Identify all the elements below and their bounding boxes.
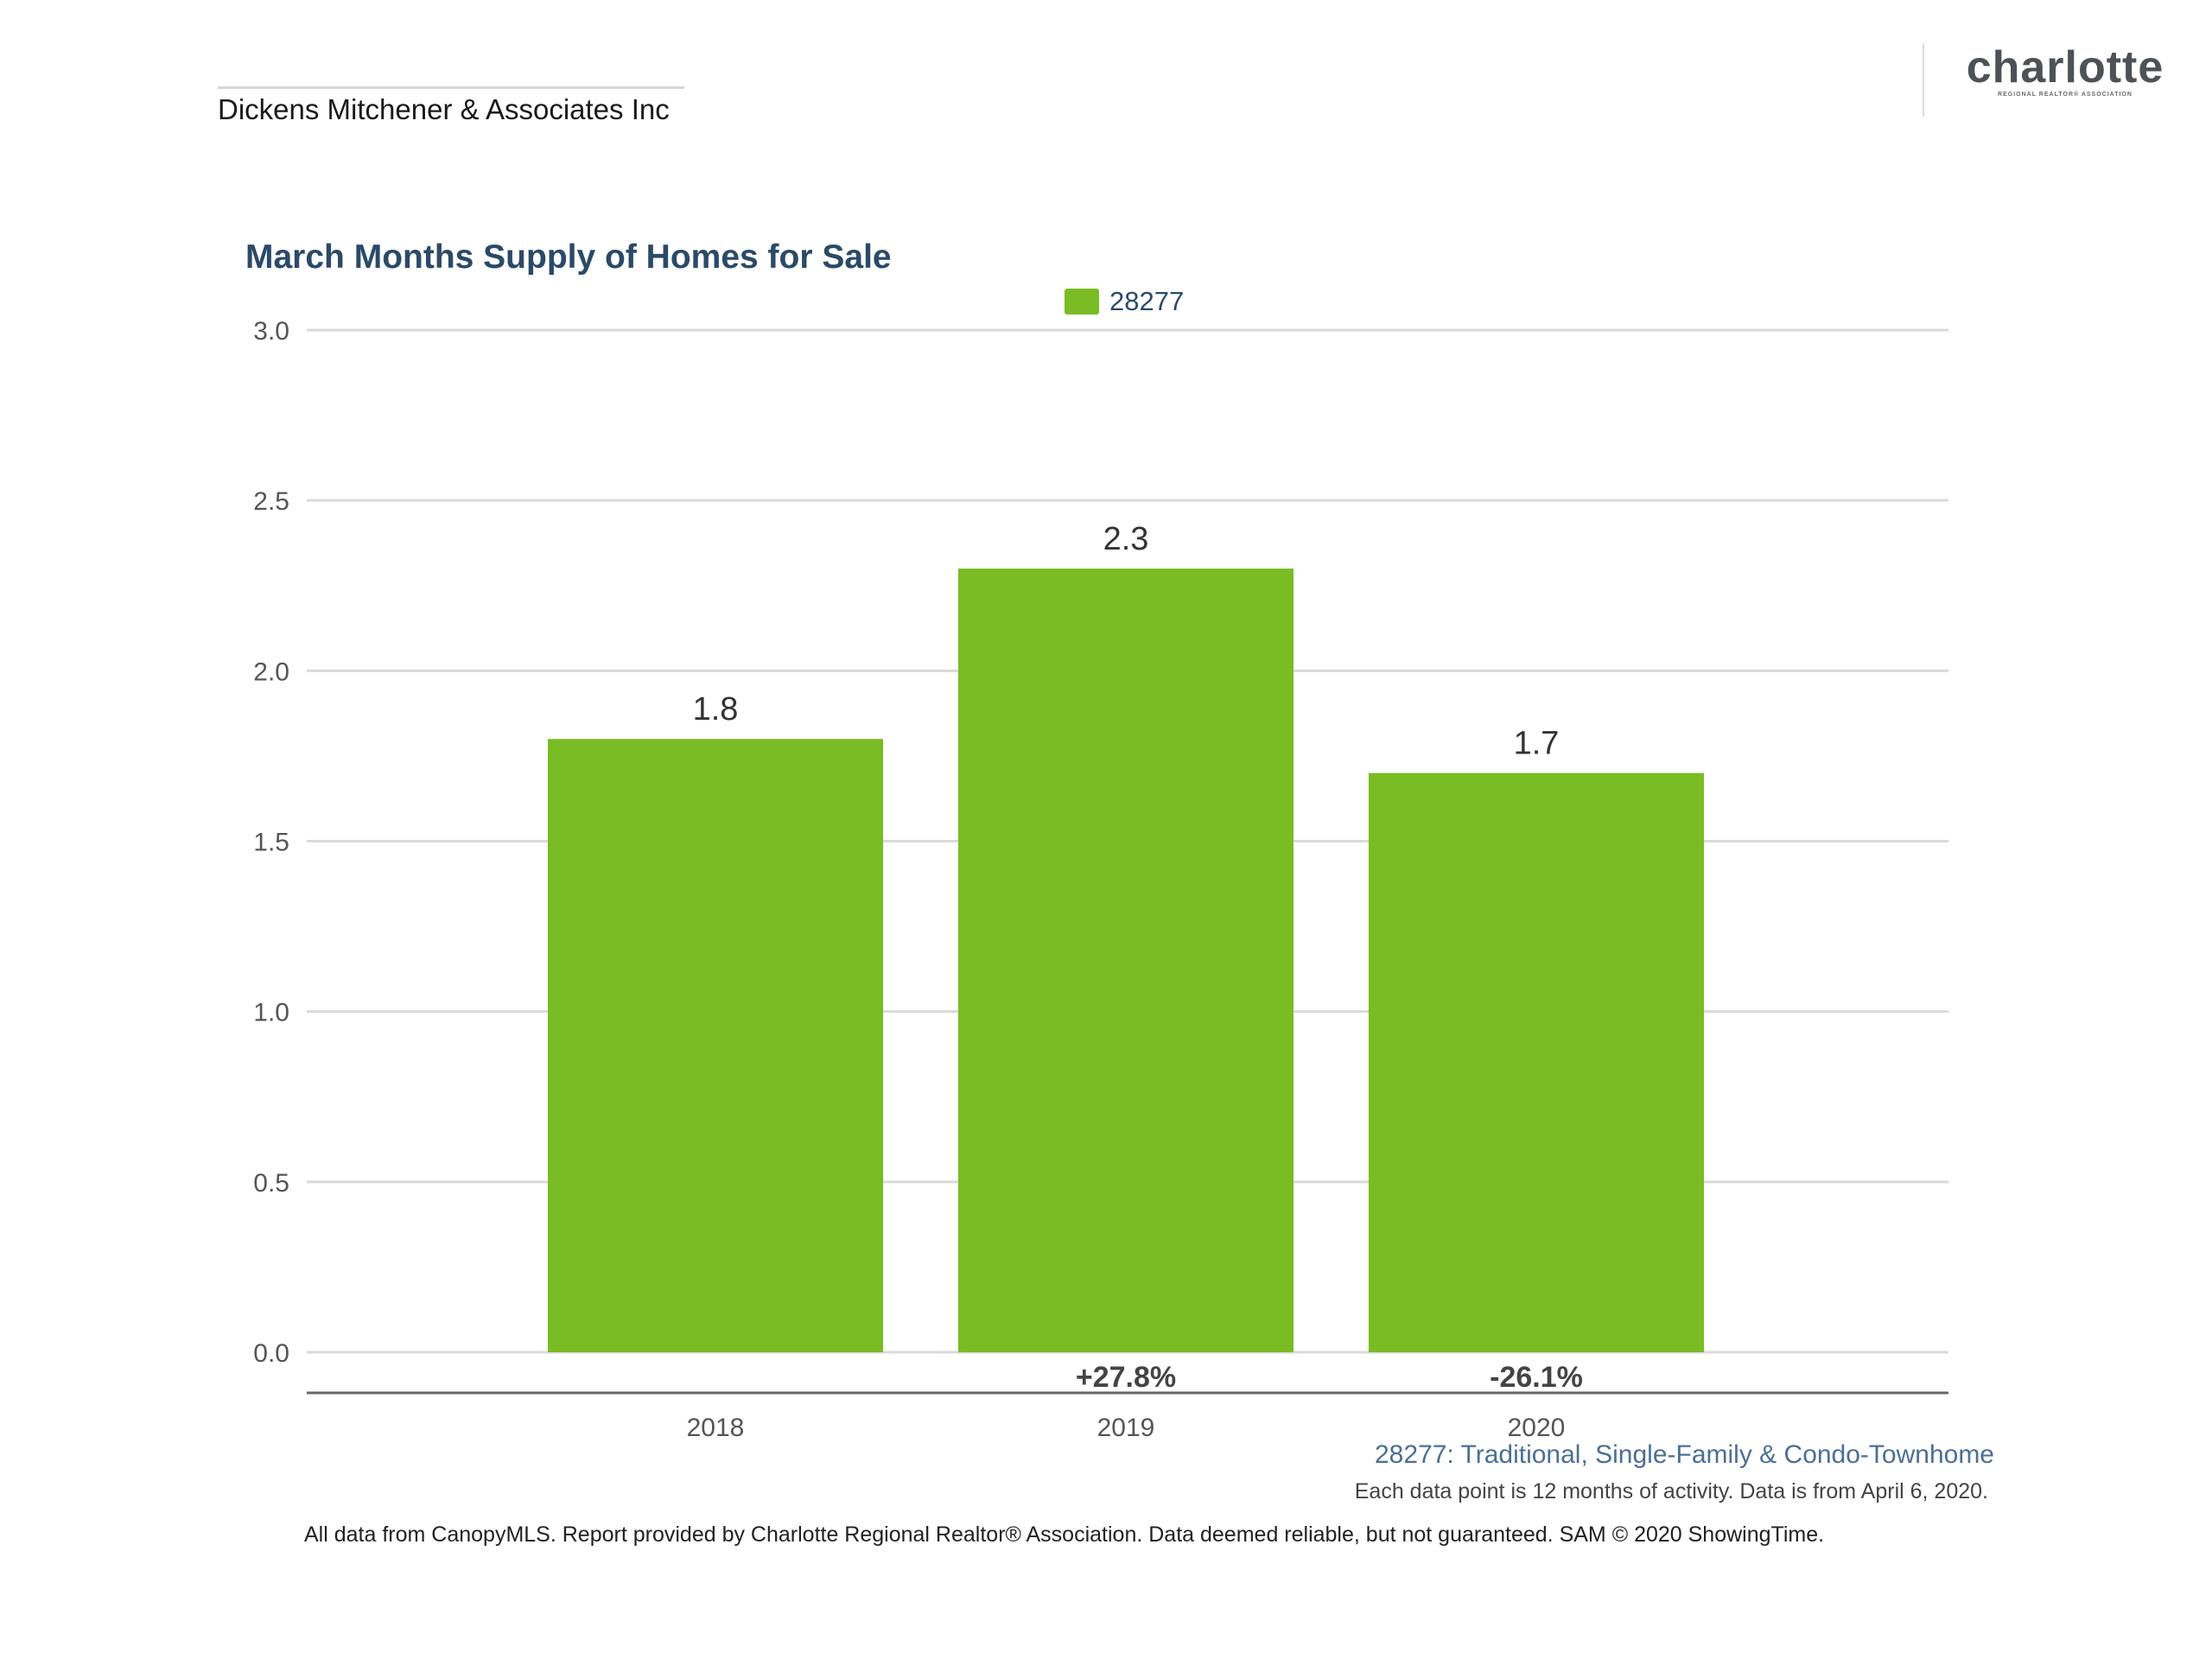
- company-name: Dickens Mitchener & Associates Inc: [218, 93, 670, 125]
- legend-label: 28277: [1109, 286, 1185, 316]
- data-label: 2.3: [1103, 521, 1149, 557]
- bar: [548, 739, 883, 1352]
- x-tick-label: 2018: [687, 1414, 745, 1442]
- y-axis-ticks: 0.0 0.5 1.0 1.5 2.0 2.5 3.0: [253, 317, 289, 1368]
- y-tick-label: 0.5: [253, 1169, 289, 1198]
- x-tick-label: 2020: [1508, 1414, 1566, 1442]
- y-tick-label: 2.0: [253, 658, 289, 686]
- y-tick-label: 1.0: [253, 999, 289, 1027]
- y-tick-label: 1.5: [253, 829, 289, 857]
- logo-tagline: REGIONAL REALTOR® ASSOCIATION: [1998, 92, 2133, 98]
- value-labels: 1.8 2.3 1.7: [693, 521, 1560, 762]
- header-rule: [218, 86, 684, 89]
- bar: [958, 569, 1294, 1352]
- bar: [1369, 772, 1704, 1352]
- bars: [548, 569, 1704, 1352]
- logo-divider: [1923, 43, 1924, 117]
- y-tick-label: 0.0: [253, 1339, 289, 1368]
- data-note: Each data point is 12 months of activity…: [1354, 1479, 1988, 1503]
- chart-subtitle: 28277: Traditional, Single-Family & Cond…: [1374, 1440, 1994, 1469]
- change-labels: +27.8% -26.1%: [1076, 1361, 1583, 1394]
- footer-disclaimer: All data from CanopyMLS. Report provided…: [304, 1522, 1825, 1547]
- y-tick-label: 2.5: [253, 487, 289, 516]
- data-label: 1.8: [693, 691, 739, 728]
- legend-swatch: [1065, 289, 1099, 315]
- x-tick-label: 2019: [1097, 1414, 1155, 1442]
- change-label: +27.8%: [1076, 1361, 1176, 1394]
- chart-legend: 28277: [1065, 286, 1184, 317]
- logo-wordmark: charlotte: [1966, 42, 2164, 92]
- x-axis-ticks: 2018 2019 2020: [687, 1414, 1566, 1442]
- data-label: 1.7: [1514, 726, 1560, 762]
- charlotte-logo: charlotte REGIONAL REALTOR® ASSOCIATION: [1966, 41, 2164, 98]
- y-tick-label: 3.0: [253, 317, 289, 346]
- change-label: -26.1%: [1490, 1361, 1583, 1394]
- chart-title: March Months Supply of Homes for Sale: [245, 238, 892, 276]
